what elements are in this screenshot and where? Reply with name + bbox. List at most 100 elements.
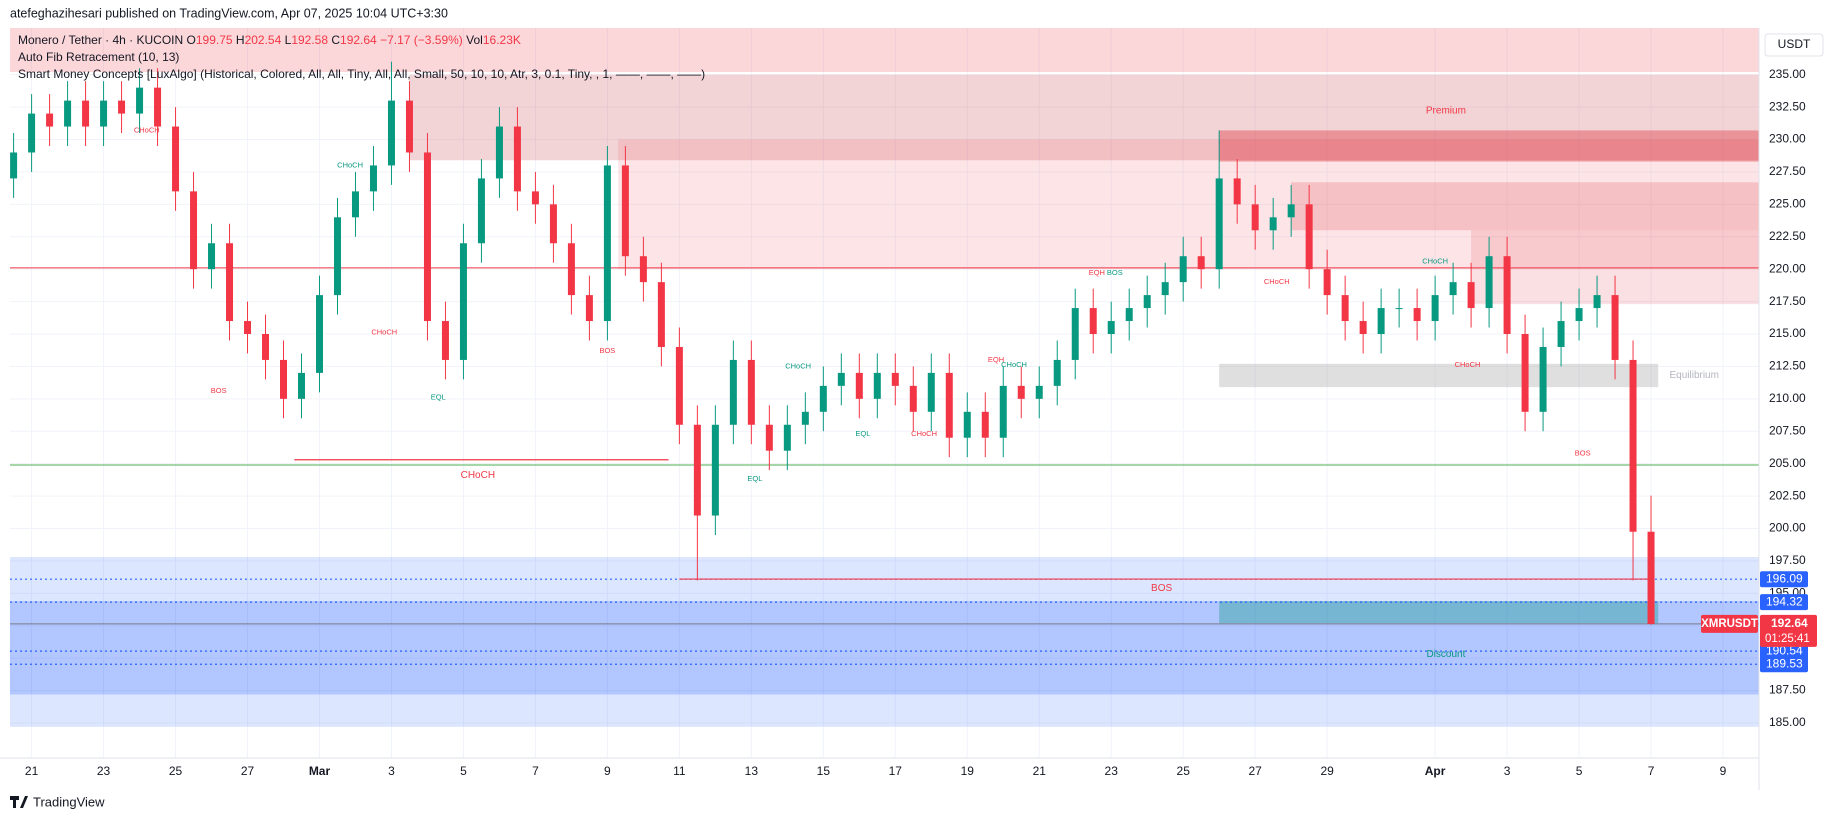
candle-body bbox=[675, 346, 683, 425]
y-tick-label: 230.00 bbox=[1769, 132, 1806, 146]
candle-body bbox=[1341, 295, 1349, 322]
candle-body bbox=[801, 411, 809, 425]
zone bbox=[618, 139, 1759, 270]
candle-body bbox=[1179, 256, 1187, 283]
x-tick-label: 23 bbox=[1105, 764, 1119, 778]
x-tick-label: 19 bbox=[961, 764, 975, 778]
candle-body bbox=[10, 152, 18, 179]
candle-body bbox=[1593, 295, 1601, 309]
candle-body bbox=[298, 372, 305, 399]
structure-label: BOS bbox=[1107, 268, 1123, 277]
x-tick-label: 9 bbox=[604, 764, 611, 778]
y-tick-label: 232.50 bbox=[1769, 99, 1806, 113]
structure-label: BOS bbox=[211, 386, 227, 395]
structure-label: CHoCH bbox=[134, 125, 160, 134]
candle-body bbox=[1395, 308, 1403, 310]
legend: Monero / Tether · 4h · KUCOIN O199.75 H2… bbox=[18, 33, 521, 47]
candle-body bbox=[1557, 321, 1565, 347]
x-tick-label: 3 bbox=[388, 764, 395, 778]
candle-body bbox=[1647, 531, 1655, 624]
candle-body bbox=[1071, 308, 1079, 360]
structure-label: CHoCH bbox=[911, 429, 937, 438]
ohlc-value: 192.58 bbox=[291, 33, 328, 47]
candle-body bbox=[441, 321, 449, 360]
x-tick-label: Apr bbox=[1425, 764, 1446, 778]
structure-label: BOS bbox=[1575, 448, 1591, 457]
x-tick-label: 11 bbox=[673, 764, 686, 778]
structure-label: CHoCH bbox=[337, 160, 363, 169]
x-tick-label: 7 bbox=[532, 764, 539, 778]
price-tag-label: 189.53 bbox=[1766, 656, 1803, 670]
zone bbox=[10, 28, 1759, 73]
zone-label: Discount bbox=[1426, 649, 1465, 660]
candle-body bbox=[891, 372, 899, 386]
candle-body bbox=[747, 359, 755, 425]
candle-body bbox=[1035, 385, 1043, 399]
candle-body bbox=[1197, 256, 1205, 270]
candle-body bbox=[783, 424, 791, 451]
x-tick-label: 25 bbox=[169, 764, 183, 778]
zone-label: Premium bbox=[1426, 106, 1466, 117]
x-tick-label: 21 bbox=[25, 764, 39, 778]
zone bbox=[409, 74, 1760, 161]
candle-body bbox=[1107, 321, 1115, 335]
currency-box bbox=[1764, 33, 1824, 57]
zone bbox=[10, 601, 1759, 695]
candle-body bbox=[333, 217, 341, 296]
x-tick-label: 9 bbox=[1720, 764, 1727, 778]
candle-body bbox=[244, 321, 252, 335]
footer-label: TradingView bbox=[33, 794, 105, 809]
candle-body bbox=[945, 372, 953, 438]
candle-body bbox=[639, 256, 647, 283]
candle-body bbox=[387, 100, 395, 166]
ohlc-value: 202.54 bbox=[245, 33, 282, 47]
candle-body bbox=[1305, 204, 1313, 270]
candle-body bbox=[208, 243, 216, 270]
publisher: atefeghazihesari published on TradingVie… bbox=[10, 6, 448, 20]
y-tick-label: 197.50 bbox=[1769, 553, 1806, 567]
x-tick-label: 21 bbox=[1033, 764, 1047, 778]
x-tick-label: 3 bbox=[1504, 764, 1511, 778]
candle-body bbox=[693, 424, 701, 516]
candle-body bbox=[1629, 359, 1637, 532]
x-tick-label: 27 bbox=[241, 764, 255, 778]
y-tick-label: 235.00 bbox=[1769, 67, 1806, 81]
candle-body bbox=[1611, 295, 1619, 360]
x-tick-label: 5 bbox=[1576, 764, 1583, 778]
candle-body bbox=[927, 372, 935, 412]
candle-body bbox=[351, 191, 359, 218]
symbol-tag-label: XMRUSDT bbox=[1701, 618, 1758, 630]
candle-body bbox=[100, 100, 108, 127]
structure-label: EQL bbox=[855, 429, 870, 438]
zone bbox=[1291, 182, 1759, 231]
candle-body bbox=[226, 243, 234, 322]
candle-body bbox=[1251, 204, 1259, 231]
candle-body bbox=[1539, 346, 1547, 412]
candle-body bbox=[1485, 256, 1493, 309]
x-tick-label: 17 bbox=[889, 764, 903, 778]
candle-body bbox=[262, 334, 270, 360]
candle-body bbox=[1431, 295, 1439, 322]
candle-body bbox=[1323, 269, 1331, 296]
ohlc-label: C bbox=[331, 33, 340, 47]
candle-body bbox=[1449, 282, 1457, 296]
candle-body bbox=[315, 295, 323, 373]
structure-label: CHoCH bbox=[461, 470, 495, 481]
vol-label: Vol bbox=[466, 33, 483, 47]
candle-body bbox=[1161, 282, 1169, 296]
candle-body bbox=[172, 126, 180, 192]
x-tick-label: 7 bbox=[1648, 764, 1655, 778]
candle-body bbox=[1233, 178, 1241, 205]
x-tick-label: 25 bbox=[1177, 764, 1191, 778]
candle-body bbox=[477, 178, 485, 244]
structure-label: CHoCH bbox=[371, 328, 397, 337]
candle-body bbox=[1359, 321, 1367, 335]
ohlc-label: L bbox=[285, 33, 292, 47]
legend-symbol: Monero / Tether · 4h · KUCOIN bbox=[18, 33, 183, 47]
price-tag bbox=[1760, 643, 1808, 660]
zone bbox=[1219, 363, 1659, 388]
candle-body bbox=[190, 191, 198, 270]
candle-body bbox=[567, 243, 575, 296]
y-tick-label: 185.00 bbox=[1769, 715, 1806, 729]
